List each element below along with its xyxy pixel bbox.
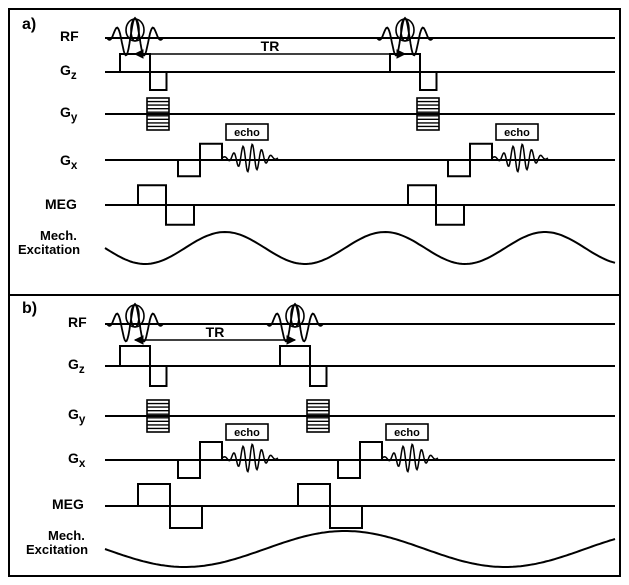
svg-text:echo: echo — [234, 127, 260, 139]
svg-text:TR: TR — [206, 324, 225, 340]
svg-text:echo: echo — [234, 427, 260, 439]
svg-text:TR: TR — [261, 38, 280, 54]
panel-b-svg: echo echo TR — [10, 296, 623, 580]
panel-a-svg: echo echo TR — [10, 10, 623, 294]
panel-b: b) RF Gz Gy Gx MEG Mech. Excitation echo… — [10, 296, 619, 580]
svg-text:echo: echo — [504, 127, 530, 139]
svg-text:echo: echo — [394, 427, 420, 439]
figure-frame: a) RF Gz Gy Gx MEG Mech. Excitation echo… — [8, 8, 621, 577]
panel-a: a) RF Gz Gy Gx MEG Mech. Excitation echo… — [10, 10, 619, 294]
